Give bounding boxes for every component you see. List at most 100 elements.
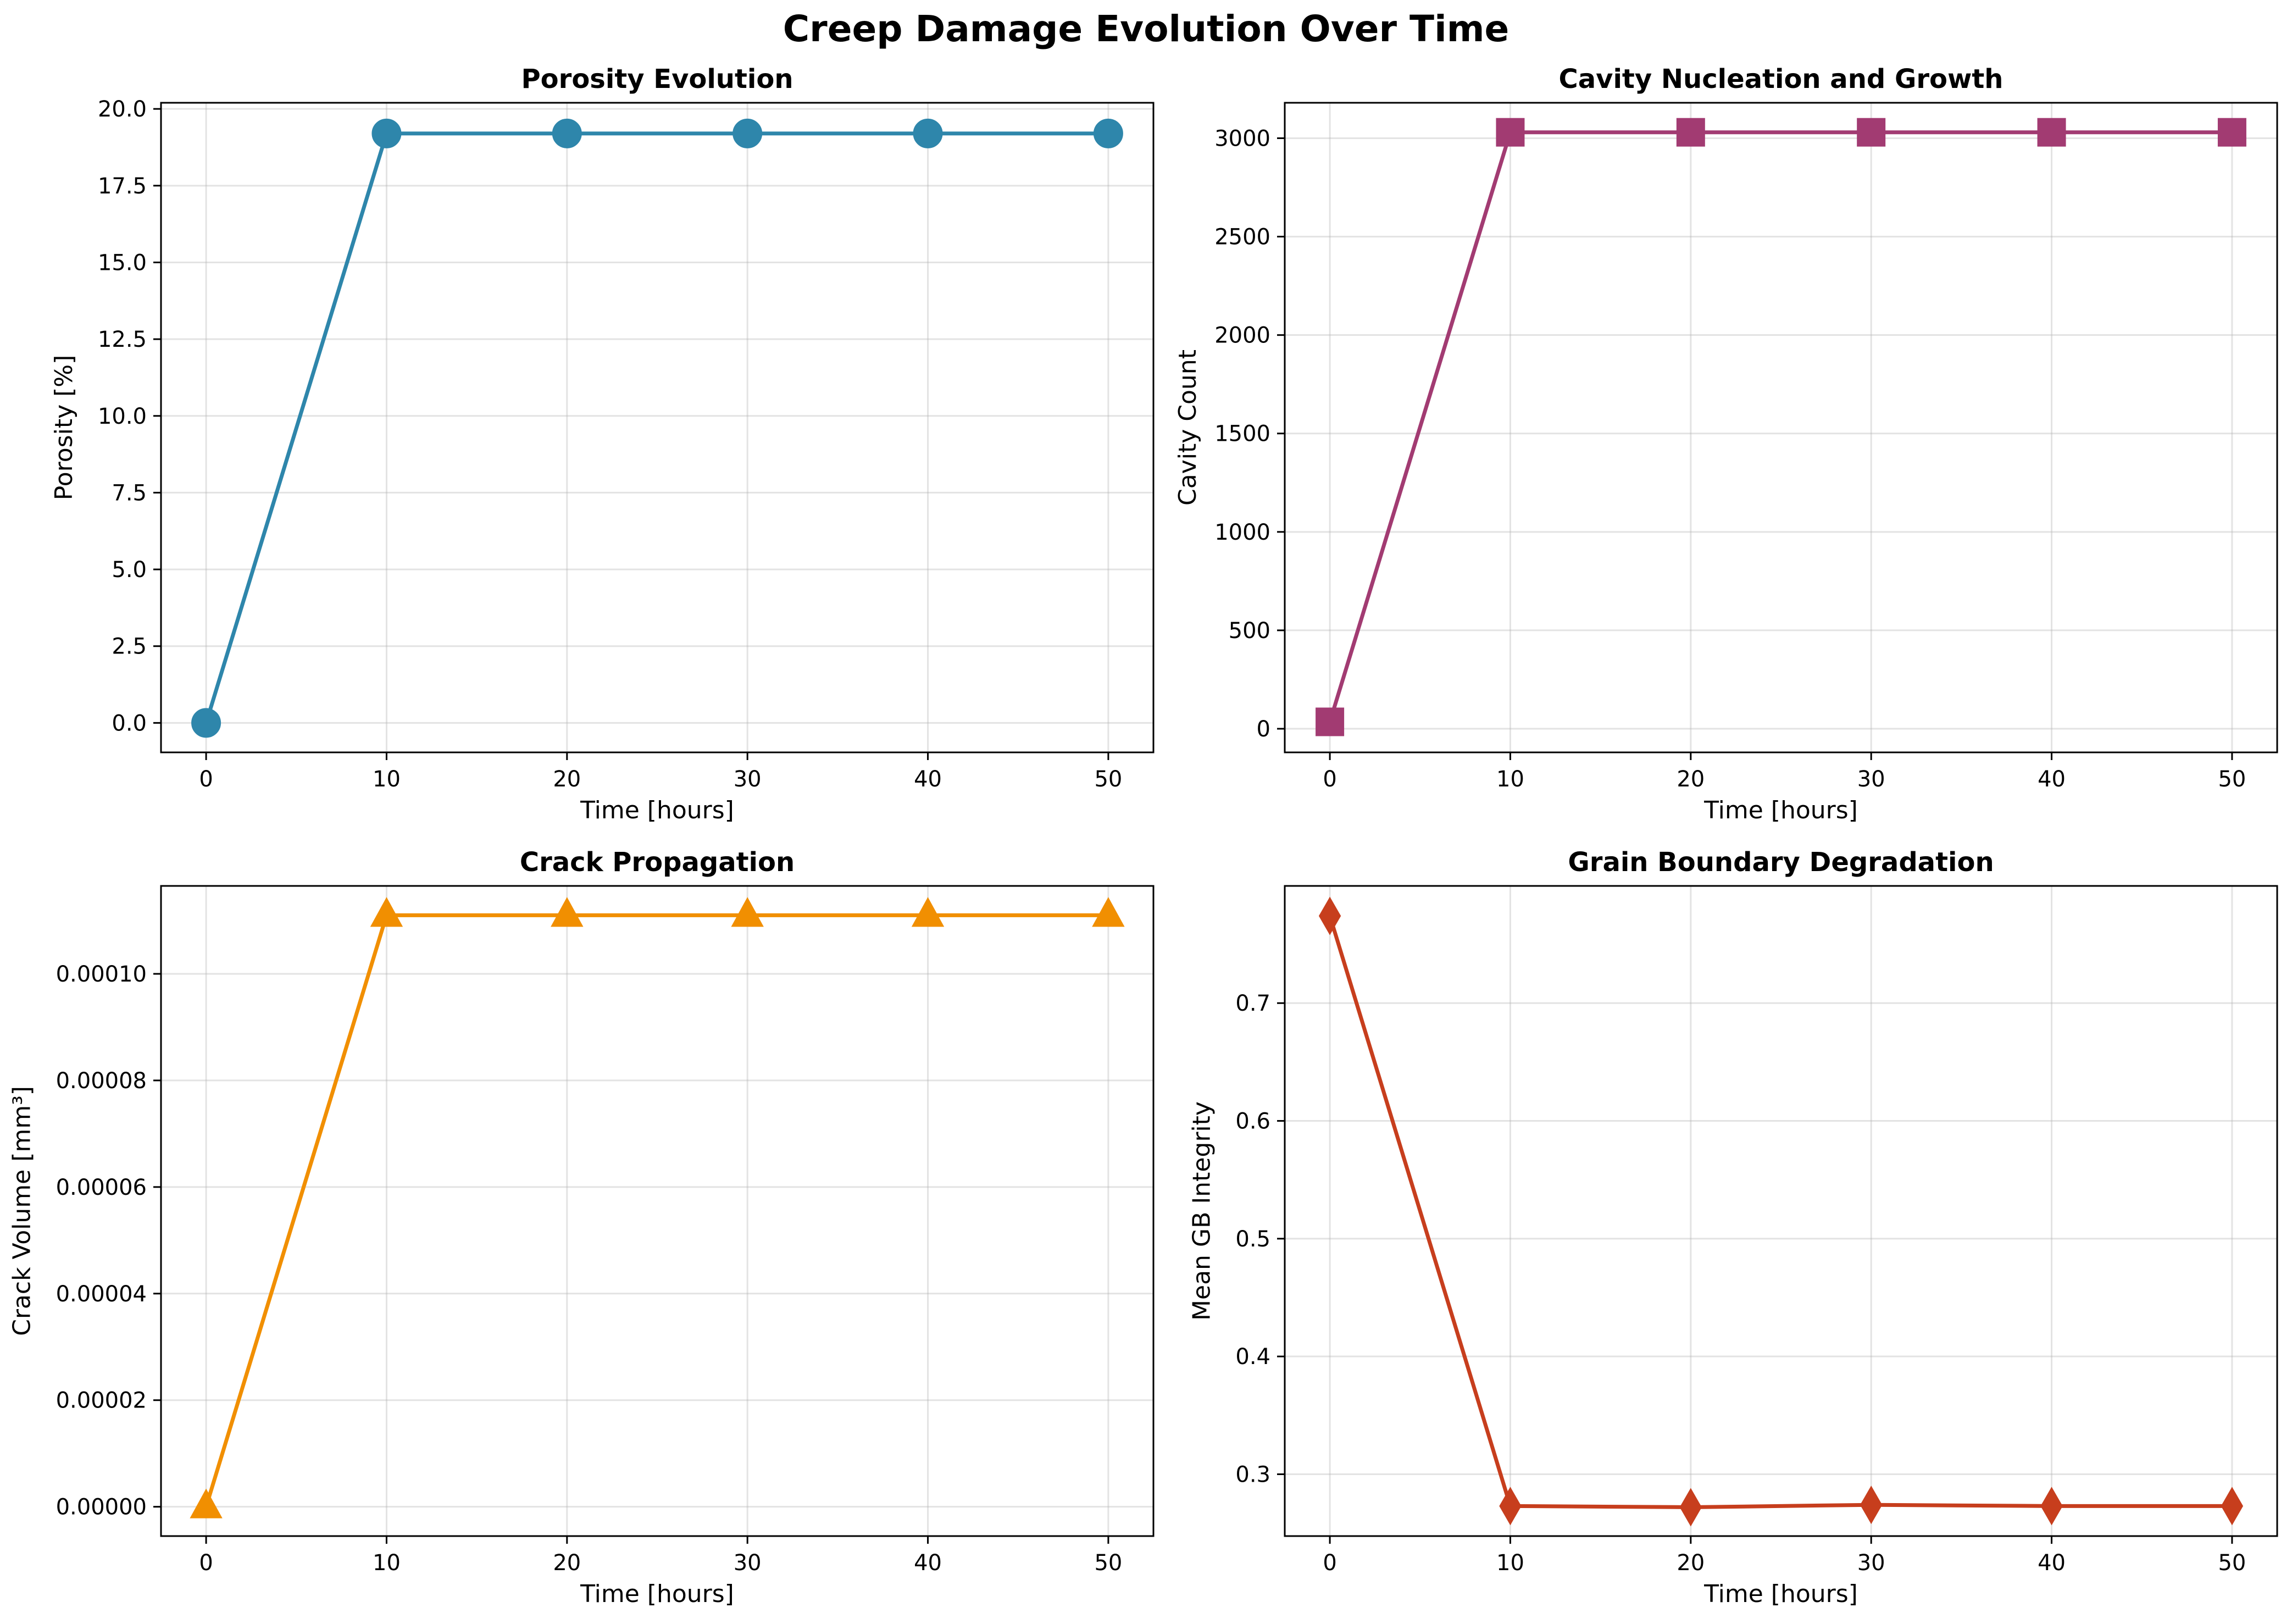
cavity-y-tick-label: 1500: [1214, 422, 1270, 447]
porosity-x-tick-label: 20: [553, 767, 581, 792]
porosity-y-tick-label: 5.0: [112, 557, 147, 583]
porosity-x-tick-label: 50: [1094, 767, 1122, 792]
porosity-data-point: [1093, 118, 1123, 148]
porosity-title: Porosity Evolution: [521, 64, 793, 95]
cavity-x-tick-label: 40: [2038, 767, 2066, 792]
porosity-x-tick-label: 10: [373, 767, 401, 792]
gb-integrity-data-point: [2221, 1487, 2244, 1526]
gb-integrity-x-tick-label: 40: [2038, 1550, 2066, 1576]
crack-data-point: [911, 897, 945, 927]
crack-data-point: [370, 897, 403, 927]
gb-integrity-title: Grain Boundary Degradation: [1568, 847, 1994, 878]
porosity-x-tick-label: 30: [734, 767, 762, 792]
crack-data-point: [1092, 897, 1125, 927]
gb-integrity-data-point: [2040, 1487, 2063, 1526]
cavity-data-point: [2037, 118, 2066, 147]
porosity-y-axis-label: Porosity [%]: [50, 355, 78, 501]
crack-title: Crack Propagation: [520, 847, 795, 878]
gb-integrity-x-tick-label: 30: [1857, 1550, 1885, 1576]
crack-y-tick-label: 0.00004: [56, 1282, 147, 1307]
cavity-data-point: [1676, 118, 1705, 147]
gb-integrity-y-tick-label: 0.5: [1235, 1227, 1270, 1252]
porosity-plot-frame: [160, 102, 1155, 753]
porosity-y-tick-label: 17.5: [98, 174, 147, 199]
porosity-data-point: [732, 118, 763, 148]
gb-integrity-panel: 0 10 20 30 40 50 0.3 0.4 0.5 0.6 0.7 Grain Boundary…: [1188, 847, 2278, 1608]
crack-x-tick-label: 50: [1094, 1550, 1122, 1576]
porosity-y-tick-label: 2.5: [112, 634, 147, 659]
cavity-y-tick-label: 500: [1229, 618, 1270, 644]
page-title: Creep Damage Evolution Over Time: [783, 8, 1509, 50]
gb-integrity-x-axis-label: Time [hours]: [1703, 1580, 1858, 1608]
crack-series-line: [204, 913, 1108, 1507]
gb-integrity-x-tick-label: 20: [1677, 1550, 1705, 1576]
porosity-x-tick-label: 40: [914, 767, 942, 792]
cavity-y-tick-label: 2500: [1214, 225, 1270, 250]
cavity-y-axis-label: Cavity Count: [1174, 350, 1202, 506]
gb-integrity-data-point: [1318, 896, 1341, 935]
cavity-data-point: [2217, 118, 2246, 147]
crack-panel: 0 10 20 30 40 50 0.00000 0.00002 0.00004 0.00006 0…: [8, 847, 1155, 1608]
cavity-y-tick-label: 2000: [1214, 323, 1270, 348]
porosity-y-tick-label: 0.0: [112, 711, 147, 736]
crack-x-axis-label: Time [hours]: [580, 1580, 734, 1608]
cavity-y-tick-label: 0: [1257, 717, 1270, 742]
cavity-series-line: [1328, 130, 2232, 723]
porosity-y-tick-label: 20.0: [98, 97, 147, 122]
porosity-x-tick-label: 0: [199, 767, 213, 792]
cavity-plot-frame: [1284, 102, 2278, 753]
cavity-data-point: [1496, 118, 1525, 147]
crack-y-tick-label: 0.00002: [56, 1388, 147, 1414]
gb-integrity-plot-frame: [1284, 885, 2278, 1537]
cavity-y-tick-label: 3000: [1214, 126, 1270, 151]
gb-integrity-x-tick-label: 10: [1496, 1550, 1524, 1576]
gb-integrity-x-tick-label: 0: [1323, 1550, 1336, 1576]
cavity-x-tick-label: 0: [1323, 767, 1336, 792]
gb-integrity-series-line: [1328, 915, 2232, 1509]
cavity-data-point: [1857, 118, 1886, 147]
porosity-data-point: [552, 118, 582, 148]
porosity-y-tick-label: 7.5: [112, 480, 147, 506]
cavity-x-tick-label: 50: [2218, 767, 2246, 792]
porosity-y-tick-label: 10.0: [98, 404, 147, 429]
crack-plot-frame: [160, 885, 1155, 1537]
gb-integrity-data-point: [1860, 1486, 1883, 1525]
crack-data-point: [731, 897, 764, 927]
crack-data-point: [551, 897, 584, 927]
porosity-data-point: [191, 708, 221, 738]
porosity-y-tick-label: 12.5: [98, 327, 147, 352]
crack-x-tick-label: 30: [734, 1550, 762, 1576]
gb-integrity-y-tick-label: 0.4: [1235, 1344, 1270, 1370]
porosity-data-point: [913, 118, 943, 148]
crack-y-axis-label: Crack Volume [mm³]: [8, 1086, 36, 1336]
crack-y-tick-label: 0.00006: [56, 1175, 147, 1200]
cavity-x-tick-label: 30: [1857, 767, 1885, 792]
gb-integrity-data-point: [1499, 1487, 1522, 1526]
crack-x-tick-label: 10: [373, 1550, 401, 1576]
porosity-x-axis-label: Time [hours]: [580, 796, 734, 824]
gb-integrity-data-point: [1679, 1488, 1702, 1527]
crack-data-point: [190, 1488, 223, 1518]
gb-integrity-y-tick-label: 0.3: [1235, 1462, 1270, 1487]
gb-integrity-y-tick-label: 0.7: [1235, 991, 1270, 1016]
porosity-panel: 0 10 20 30 40 50 0.0 2.5 5.0 7.5 10.0 12.5 15.0 17.5 2…: [50, 64, 1155, 824]
crack-x-tick-label: 0: [199, 1550, 213, 1576]
gb-integrity-y-tick-label: 0.6: [1235, 1109, 1270, 1134]
crack-y-tick-label: 0.00008: [56, 1068, 147, 1094]
cavity-x-axis-label: Time [hours]: [1703, 796, 1858, 824]
crack-y-tick-label: 0.00000: [56, 1495, 147, 1520]
cavity-title: Cavity Nucleation and Growth: [1559, 64, 2004, 95]
crack-y-tick-label: 0.00010: [56, 962, 147, 987]
porosity-y-tick-label: 15.0: [98, 250, 147, 275]
cavity-y-tick-label: 1000: [1214, 520, 1270, 545]
porosity-series-line: [204, 131, 1108, 724]
crack-x-tick-label: 20: [553, 1550, 581, 1576]
porosity-data-point: [371, 118, 402, 148]
cavity-data-point: [1316, 707, 1345, 736]
cavity-x-tick-label: 10: [1496, 767, 1524, 792]
crack-x-tick-label: 40: [914, 1550, 942, 1576]
gb-integrity-y-axis-label: Mean GB Integrity: [1188, 1101, 1216, 1321]
cavity-panel: 0 10 20 30 40 50050010001500200025003000Cavit…: [1174, 64, 2278, 824]
cavity-x-tick-label: 20: [1677, 767, 1705, 792]
